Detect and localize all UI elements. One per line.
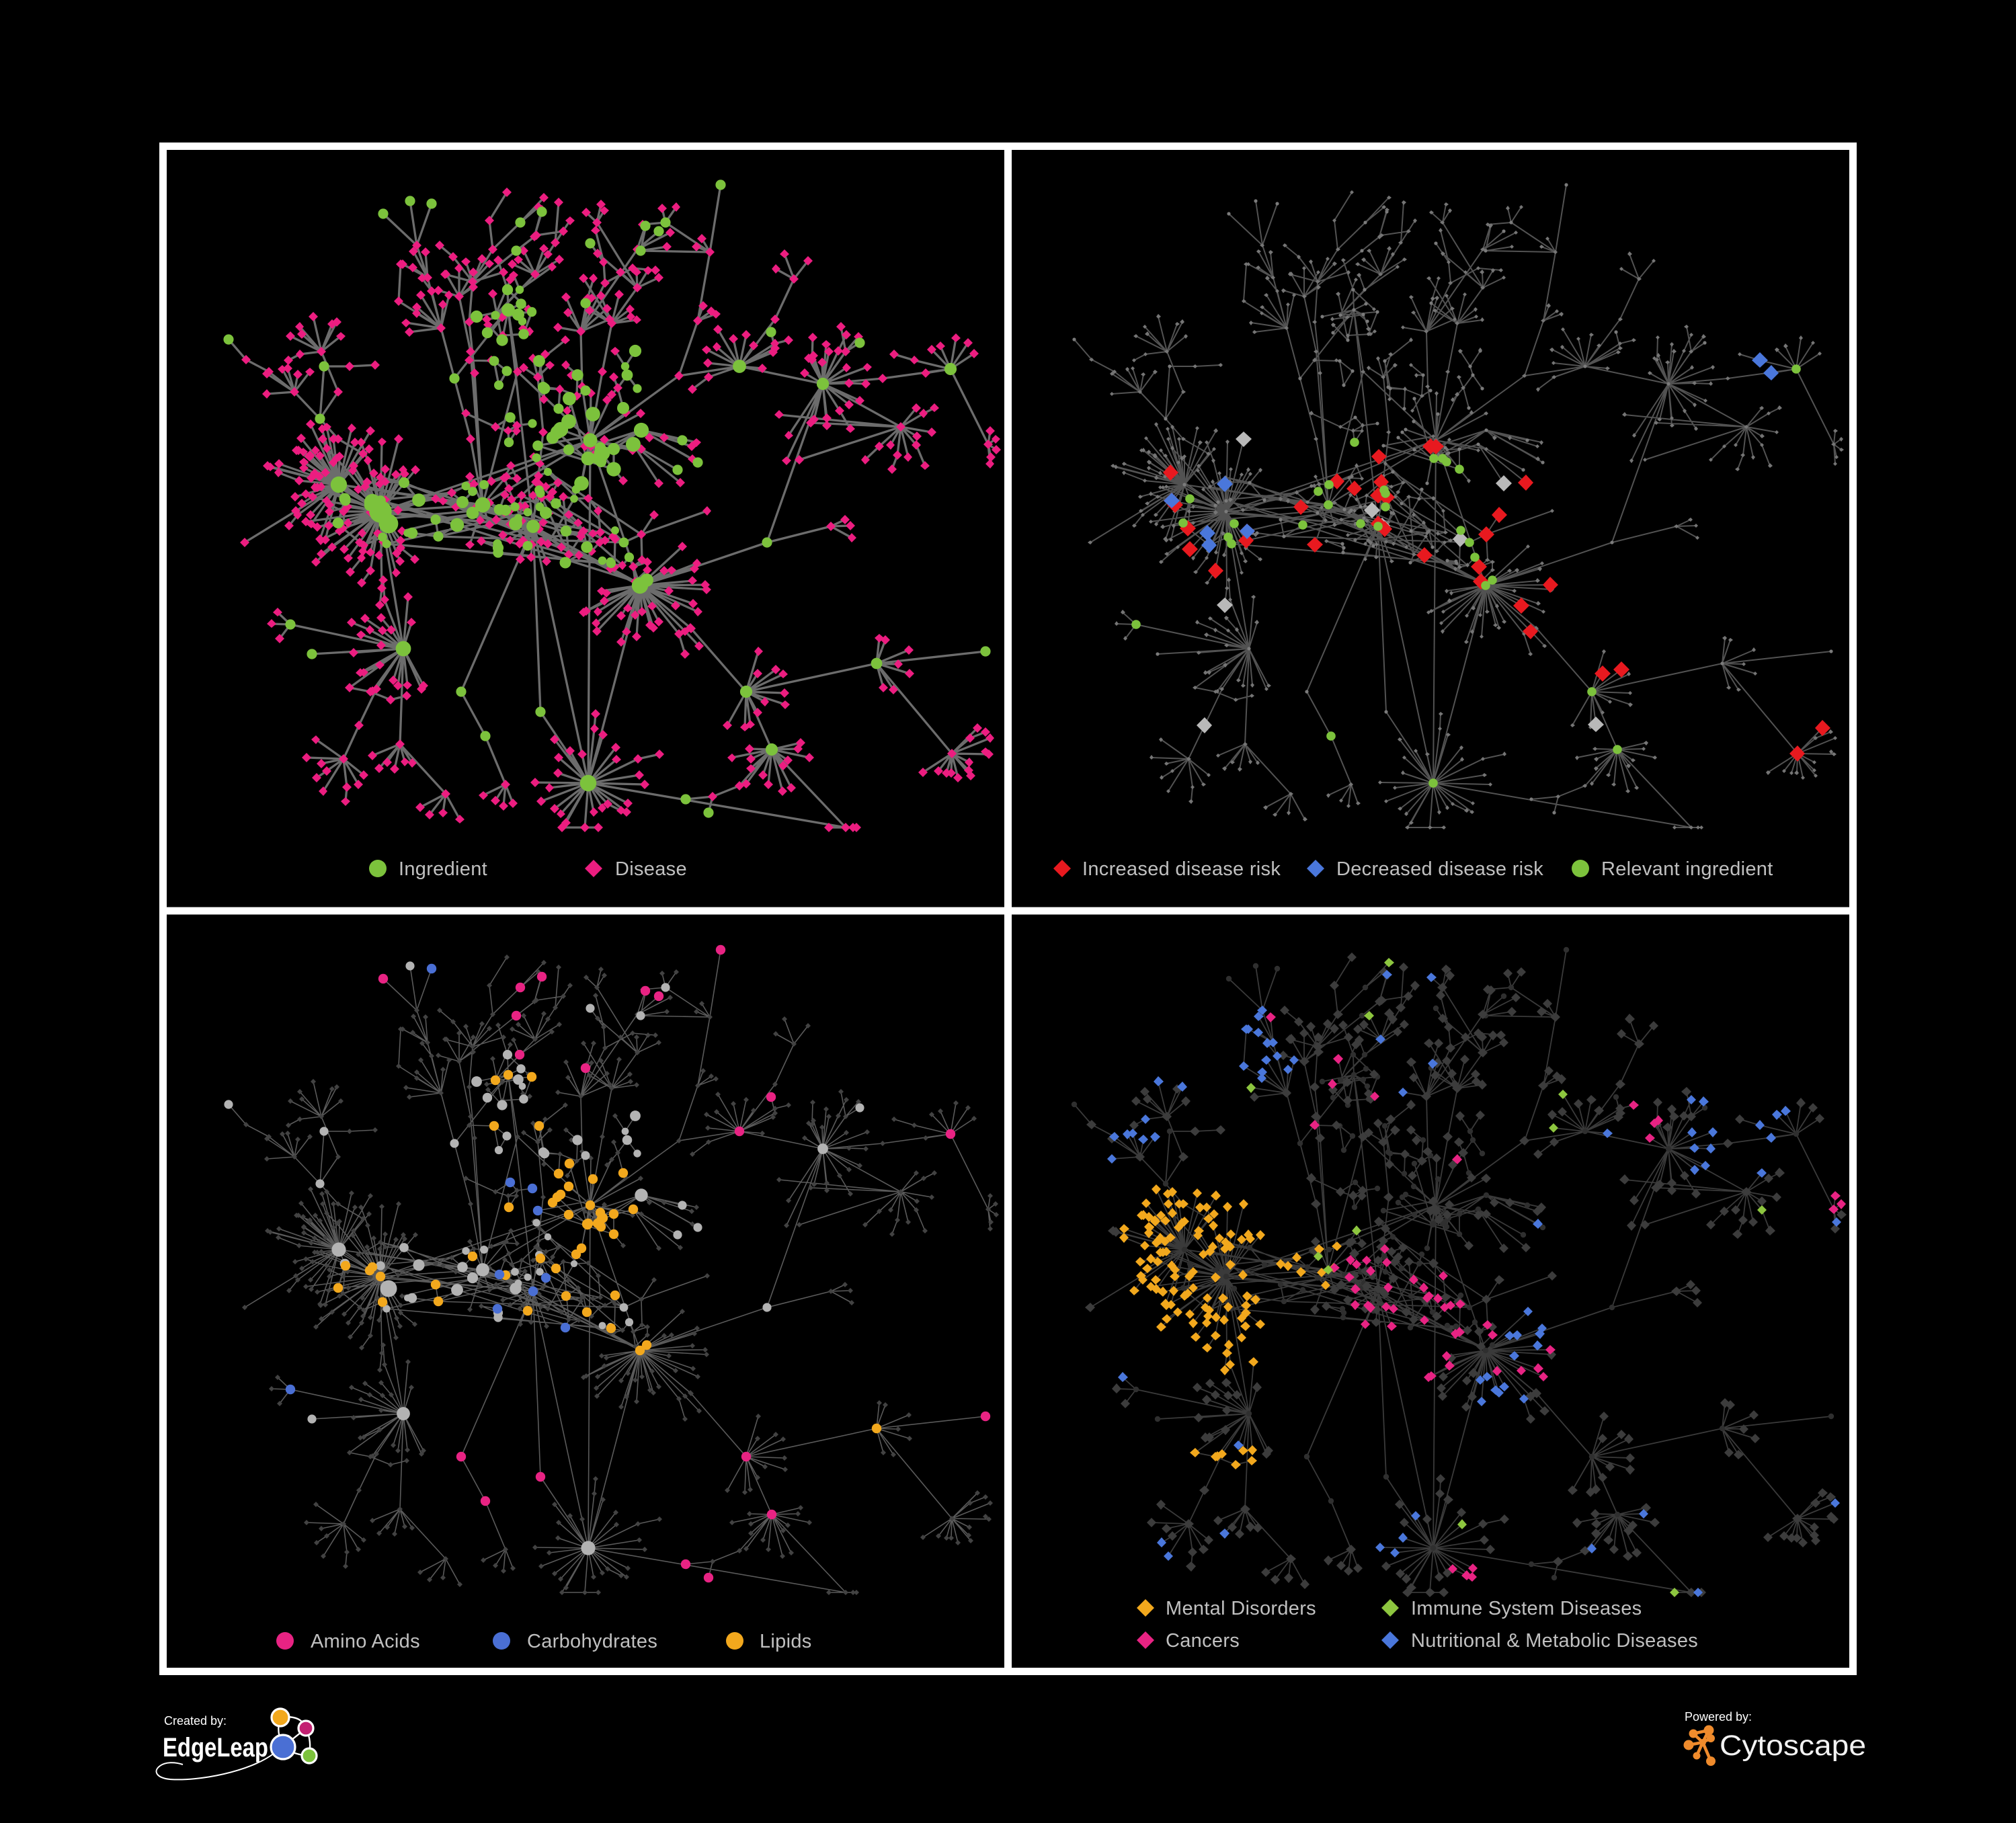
svg-text:Carbohydrates: Carbohydrates [527,1631,657,1652]
svg-text:Disease: Disease [615,858,687,880]
svg-text:EdgeLeap: EdgeLeap [163,1733,268,1763]
svg-text:Nutritional & Metabolic Diseas: Nutritional & Metabolic Diseases [1411,1630,1698,1652]
svg-text:Relevant ingredient: Relevant ingredient [1601,858,1773,880]
svg-text:Increased disease risk: Increased disease risk [1082,858,1281,880]
svg-text:Powered by:: Powered by: [1685,1710,1752,1724]
svg-text:Immune System Diseases: Immune System Diseases [1411,1598,1642,1619]
svg-text:Decreased disease risk: Decreased disease risk [1336,858,1543,880]
svg-text:Created by:: Created by: [164,1714,227,1728]
svg-text:Cancers: Cancers [1166,1630,1240,1652]
svg-text:Ingredient: Ingredient [399,858,487,880]
svg-text:Cytoscape: Cytoscape [1720,1730,1866,1762]
svg-text:Mental Disorders: Mental Disorders [1166,1598,1316,1619]
svg-text:Amino Acids: Amino Acids [311,1631,420,1652]
svg-text:Lipids: Lipids [760,1631,812,1652]
